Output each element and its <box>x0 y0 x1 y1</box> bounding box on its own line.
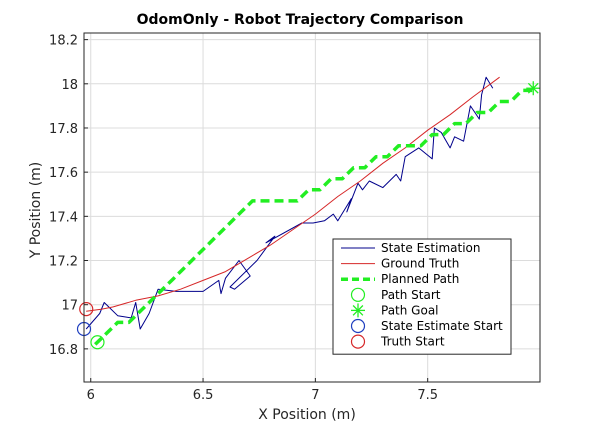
legend-label: Truth Start <box>380 335 445 349</box>
legend-swatch <box>351 303 365 318</box>
legend-label: Path Start <box>381 288 441 302</box>
series-line-ground-truth <box>86 76 500 312</box>
legend-label: State Estimate Start <box>381 319 503 333</box>
legend-box <box>332 238 512 355</box>
x-tick-label: 7.5 <box>417 388 438 403</box>
series-line-state-estimation <box>85 76 494 330</box>
x-tick-label: 6.5 <box>193 388 214 403</box>
y-tick-label: 17 <box>61 299 78 314</box>
x-tick-label: 7 <box>311 388 319 403</box>
marker-path-start <box>90 335 105 350</box>
y-tick-label: 17.2 <box>49 255 78 270</box>
y-tick-label: 17.8 <box>49 122 78 137</box>
y-tick-label: 18.2 <box>49 34 78 49</box>
legend-label: Ground Truth <box>381 257 459 271</box>
chart-title: OdomOnly - Robot Trajectory Comparison <box>137 12 464 28</box>
x-tick-label: 6 <box>87 388 95 403</box>
grid <box>84 33 540 382</box>
x-axis-label: X Position (m) <box>258 407 356 423</box>
y-tick-label: 16.8 <box>49 343 78 358</box>
y-axis-label: Y Position (m) <box>28 162 44 260</box>
y-tick-label: 18 <box>61 78 78 93</box>
y-tick-label: 17.4 <box>49 210 78 225</box>
marker-path-goal <box>526 81 541 96</box>
y-tick-label: 17.6 <box>49 166 78 181</box>
plot-frame <box>83 32 541 383</box>
legend-swatch <box>350 287 366 302</box>
legend-swatch <box>350 334 366 349</box>
legend-label: Path Goal <box>381 303 439 317</box>
series-line-planned-path <box>93 88 534 346</box>
tick-layer: 6 6.5 7 7.5 16.8 17 17.2 17.4 17.6 17.8 18 18.2 <box>49 34 438 403</box>
legend-label: Planned Path <box>381 272 459 286</box>
legend-label: State Estimation <box>381 241 480 255</box>
series-layer <box>85 76 534 346</box>
marker-truth-start <box>79 302 94 317</box>
legend-swatch <box>350 318 366 334</box>
